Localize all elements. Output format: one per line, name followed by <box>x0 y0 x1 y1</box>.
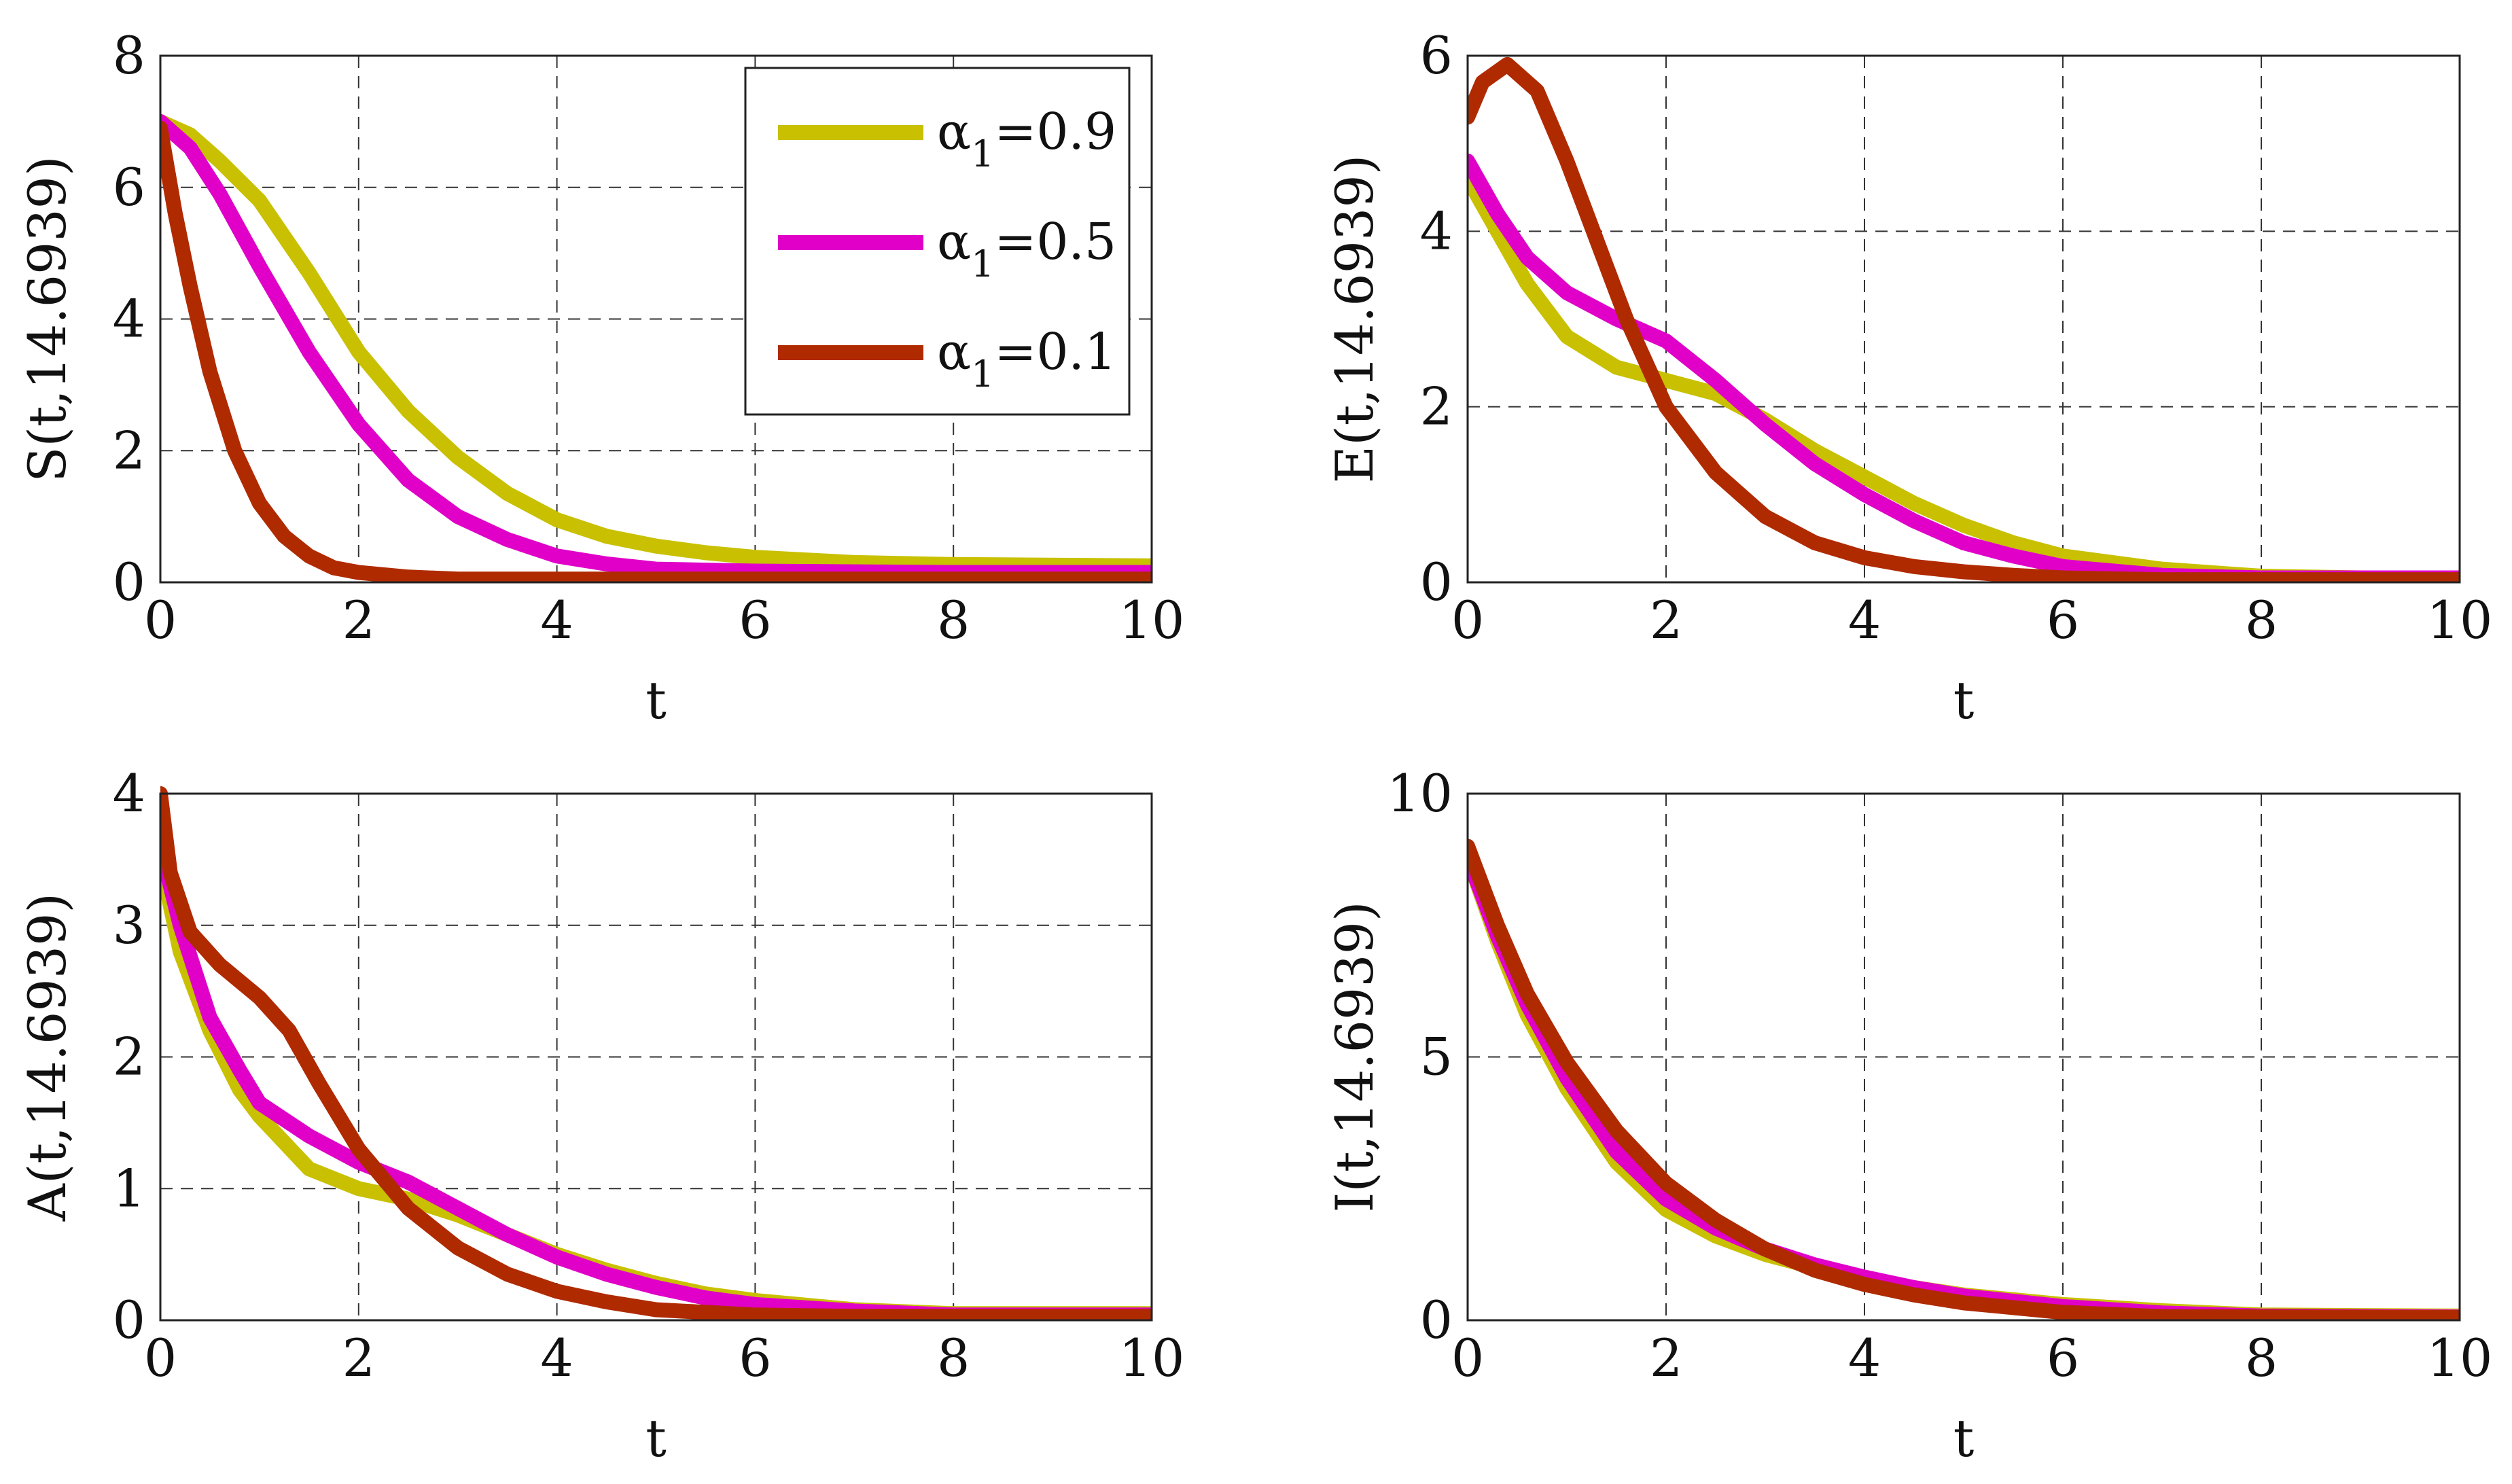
x-axis-label: t <box>1953 1408 1975 1468</box>
legend-label: α1=0.1 <box>937 323 1116 395</box>
x-tick-label: 4 <box>540 1328 573 1388</box>
x-tick-label: 2 <box>1650 1328 1682 1388</box>
x-tick-label: 10 <box>2427 590 2493 650</box>
y-tick-label: 2 <box>113 1027 145 1087</box>
legend-value: =0.5 <box>994 213 1116 271</box>
x-tick-label: 2 <box>342 1328 375 1388</box>
legend-subscript: 1 <box>971 132 994 175</box>
x-tick-label: 0 <box>1451 1328 1484 1388</box>
legend-label: α1=0.9 <box>937 103 1116 175</box>
series-line-S-1 <box>160 113 1152 580</box>
panel-E: 0 2 4 6 8 10 0 2 4 6 t E(t,14.6939) <box>1324 25 2492 730</box>
x-tick-label: 8 <box>2245 1328 2278 1388</box>
series-line-A-0 <box>160 851 1152 1320</box>
y-tick-label: 2 <box>1420 376 1453 437</box>
series-line-E-0 <box>1468 171 2460 582</box>
y-tick-label: 8 <box>113 25 145 86</box>
y-tick-label: 6 <box>113 157 145 217</box>
y-tick-label: 0 <box>113 1290 145 1350</box>
legend-subscript: 1 <box>971 243 994 285</box>
y-tick-label: 0 <box>1420 1290 1453 1350</box>
y-tick-label: 6 <box>1420 25 1453 86</box>
y-axis-label: A(t,14.6939) <box>17 893 77 1222</box>
x-tick-label: 10 <box>1119 590 1185 650</box>
y-tick-label: 4 <box>113 763 145 824</box>
x-tick-label: 4 <box>1848 590 1881 650</box>
legend: α1=0.9α1=0.5α1=0.1 <box>744 67 1131 416</box>
y-tick-label: 0 <box>1420 552 1453 612</box>
legend-subscript: 1 <box>971 353 994 395</box>
y-tick-label: 4 <box>113 289 145 349</box>
x-tick-label: 8 <box>2245 590 2278 650</box>
panel-I: 0 2 4 6 8 10 0 5 10 t I(t,14.6939) <box>1324 763 2492 1468</box>
x-axis-label: t <box>1953 670 1975 730</box>
plot-frame <box>159 54 1153 584</box>
y-tick-label: 3 <box>113 895 145 955</box>
x-tick-label: 0 <box>1451 590 1484 650</box>
panel-A: 0 2 4 6 8 10 0 1 2 3 4 t A(t,14.6939) <box>17 763 1184 1468</box>
x-tick-label: 8 <box>937 590 970 650</box>
x-tick-label: 6 <box>2047 590 2079 650</box>
y-axis-label: I(t,14.6939) <box>1324 901 1385 1212</box>
series-line-S-2 <box>160 120 1152 582</box>
series-line-A-1 <box>160 838 1152 1320</box>
legend-symbol: α <box>937 213 971 271</box>
legend-value: =0.1 <box>994 323 1116 381</box>
x-tick-label: 2 <box>1650 590 1682 650</box>
series-line-I-0 <box>1468 849 2460 1320</box>
plot-frame <box>159 792 1153 1322</box>
x-tick-label: 2 <box>342 590 375 650</box>
y-tick-label: 2 <box>113 420 145 480</box>
series-line-I-2 <box>1468 838 2460 1320</box>
series-line-E-1 <box>1468 154 2460 582</box>
legend-label: α1=0.5 <box>937 213 1116 285</box>
y-tick-label: 1 <box>113 1158 145 1218</box>
x-tick-label: 6 <box>739 590 771 650</box>
y-tick-label: 0 <box>113 552 145 612</box>
x-axis-label: t <box>645 1408 667 1468</box>
series-line-E-2 <box>1468 56 2460 582</box>
x-tick-label: 6 <box>739 1328 771 1388</box>
series-line-S-0 <box>160 113 1152 573</box>
x-tick-label: 10 <box>2427 1328 2493 1388</box>
x-tick-label: 4 <box>1848 1328 1881 1388</box>
series-line-I-1 <box>1468 849 2460 1320</box>
x-tick-label: 0 <box>144 1328 177 1388</box>
series-line-A-2 <box>160 786 1152 1320</box>
x-tick-label: 0 <box>144 590 177 650</box>
plot-frame <box>1466 792 2461 1322</box>
panel-S: 0 2 4 6 8 1002468tS(t,14.6939)α1=0.9α1=0.5α1=… <box>17 25 1184 730</box>
y-tick-label: 10 <box>1387 763 1453 824</box>
y-tick-label: 5 <box>1420 1027 1453 1087</box>
y-axis-label: S(t,14.6939) <box>17 156 77 482</box>
y-axis-label: E(t,14.6939) <box>1324 155 1385 484</box>
x-tick-label: 8 <box>937 1328 970 1388</box>
x-tick-label: 10 <box>1119 1328 1185 1388</box>
x-tick-label: 4 <box>540 590 573 650</box>
legend-symbol: α <box>937 323 971 381</box>
plot-frame <box>1466 54 2461 584</box>
y-tick-label: 4 <box>1420 200 1453 261</box>
x-tick-label: 6 <box>2047 1328 2079 1388</box>
legend-value: =0.9 <box>994 103 1116 161</box>
legend-symbol: α <box>937 103 971 161</box>
x-axis-label: t <box>645 670 667 730</box>
